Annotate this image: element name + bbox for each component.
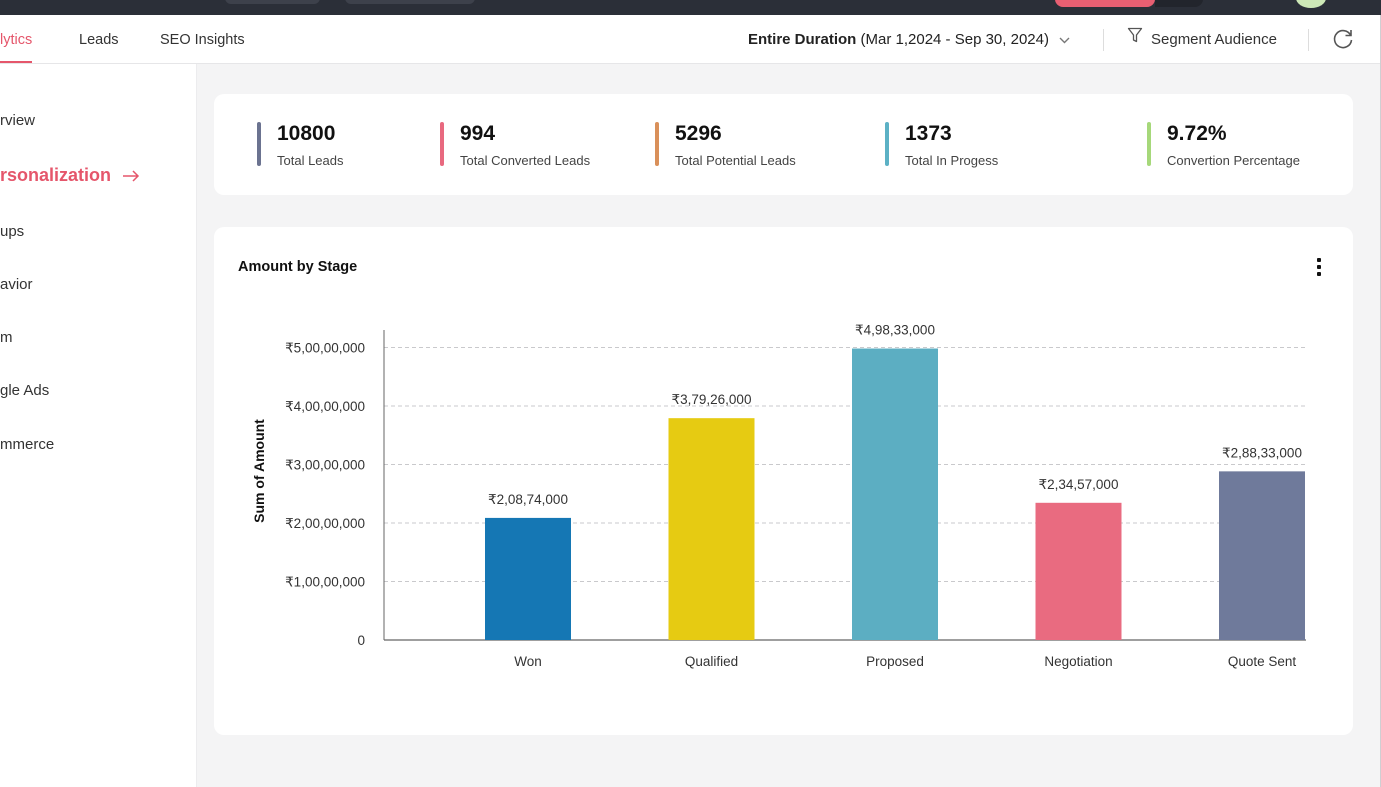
sidebar-item-form[interactable]: m xyxy=(0,329,13,346)
top-app-bar xyxy=(0,0,1381,15)
divider xyxy=(1308,29,1309,51)
tab-leads[interactable]: Leads xyxy=(79,32,119,48)
divider xyxy=(1103,29,1104,51)
top-bar-tab[interactable] xyxy=(225,0,320,4)
more-vertical-icon[interactable] xyxy=(1315,258,1323,278)
segment-audience-button[interactable]: Segment Audience xyxy=(1127,15,1277,63)
refresh-button[interactable] xyxy=(1330,26,1356,52)
y-tick-label: ₹5,00,00,000 xyxy=(285,341,365,356)
stat-value: 10800 xyxy=(277,122,336,145)
data-label: ₹4,98,33,000 xyxy=(855,323,935,338)
stat-label: Total Potential Leads xyxy=(675,153,796,168)
amount-by-stage-card: 0 ₹1,00,00,000 ₹2,00,00,000 ₹3,00,00,000 ₹4,… xyxy=(214,227,1353,735)
chevron-down-icon xyxy=(1059,15,1070,65)
duration-selector[interactable]: Entire Duration (Mar 1,2024 - Sep 30, 20… xyxy=(748,15,1070,63)
stat-label: Total In Progess xyxy=(905,153,999,168)
x-tick-label: Qualified xyxy=(685,654,738,669)
filter-icon xyxy=(1127,15,1143,65)
tab-seo-insights[interactable]: SEO Insights xyxy=(160,32,245,48)
top-bar-dropdown-button[interactable] xyxy=(1155,0,1203,7)
lead-stats-card: 10800 Total Leads 994 Total Converted Le… xyxy=(214,94,1353,195)
stat-label: Convertion Percentage xyxy=(1167,153,1300,168)
stat-value: 1373 xyxy=(905,122,952,145)
refresh-icon xyxy=(1330,29,1356,56)
data-label: ₹2,34,57,000 xyxy=(1039,477,1119,492)
duration-label: Entire Duration xyxy=(748,31,857,48)
segment-audience-label: Segment Audience xyxy=(1151,31,1277,48)
x-tick-label: Negotiation xyxy=(1044,654,1112,669)
x-tick-label: Won xyxy=(514,654,542,669)
sidebar-item-personalization[interactable]: rsonalization xyxy=(0,165,140,187)
y-tick-label: ₹3,00,00,000 xyxy=(285,458,365,473)
stat-value: 9.72% xyxy=(1167,122,1227,145)
y-tick-label: ₹2,00,00,000 xyxy=(285,516,365,531)
y-tick-label: 0 xyxy=(357,633,365,648)
top-bar-tab[interactable] xyxy=(345,0,475,4)
stat-value: 5296 xyxy=(675,122,722,145)
bar-negotiation xyxy=(1035,502,1122,640)
sidebar-item-groups[interactable]: ups xyxy=(0,223,25,240)
bar-proposed xyxy=(852,348,938,640)
avatar[interactable] xyxy=(1296,0,1326,8)
chart-labels: 0 ₹1,00,00,000 ₹2,00,00,000 ₹3,00,00,000 ₹4,… xyxy=(285,323,1302,669)
sidebar-item-ecommerce[interactable]: mmerce xyxy=(0,436,55,453)
chart-bars xyxy=(485,348,1305,640)
stat-color-bar xyxy=(1147,122,1151,166)
y-tick-label: ₹4,00,00,000 xyxy=(285,399,365,414)
x-tick-label: Quote Sent xyxy=(1228,654,1297,669)
stat-color-bar xyxy=(440,122,444,166)
bar-quote-sent xyxy=(1219,471,1305,640)
chart-title: Amount by Stage xyxy=(238,259,358,275)
stat-color-bar xyxy=(257,122,261,166)
bar-won xyxy=(485,517,571,640)
stat-color-bar xyxy=(655,122,659,166)
analytics-nav-bar: lytics Leads SEO Insights Entire Duratio… xyxy=(0,15,1380,64)
amount-by-stage-chart: 0 ₹1,00,00,000 ₹2,00,00,000 ₹3,00,00,000 ₹4,… xyxy=(251,323,1306,669)
top-bar-action-button[interactable] xyxy=(1055,0,1155,7)
stat-label: Total Converted Leads xyxy=(460,153,591,168)
sidebar-item-overview[interactable]: rview xyxy=(0,112,36,129)
y-tick-label: ₹1,00,00,000 xyxy=(285,575,365,590)
data-label: ₹2,08,74,000 xyxy=(488,492,568,507)
sidebar-item-google-ads[interactable]: gle Ads xyxy=(0,382,50,399)
stat-color-bar xyxy=(885,122,889,166)
arrow-right-icon xyxy=(122,166,140,187)
stat-value: 994 xyxy=(460,122,496,145)
bar-qualified xyxy=(668,418,755,640)
y-axis-label: Sum of Amount xyxy=(251,419,267,523)
sidebar: rview rsonalization ups avior m gle Ads … xyxy=(0,64,197,787)
x-tick-label: Proposed xyxy=(866,654,924,669)
tab-analytics[interactable]: lytics xyxy=(0,15,33,63)
sidebar-item-behavior[interactable]: avior xyxy=(0,276,33,293)
stat-label: Total Leads xyxy=(277,153,344,168)
duration-range: (Mar 1,2024 - Sep 30, 2024) xyxy=(860,31,1049,48)
data-label: ₹3,79,26,000 xyxy=(672,392,752,407)
data-label: ₹2,88,33,000 xyxy=(1222,445,1302,460)
